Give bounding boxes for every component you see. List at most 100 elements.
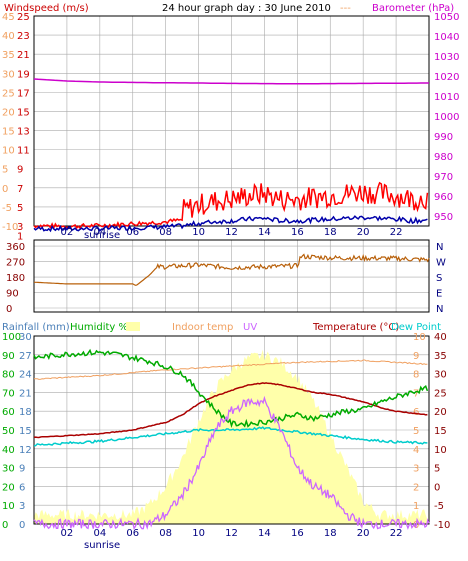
x-tick-label: 18	[324, 227, 337, 238]
direction-left-tick: 180	[6, 273, 25, 284]
barometer-tick: 1040	[434, 32, 459, 43]
compass-tick: E	[436, 289, 442, 300]
humidity-tick: 20	[2, 482, 15, 493]
wind-inner-tick: 11	[17, 146, 30, 157]
direction-panel-axis-labels: 360 N 270 W 180 S 90 E 0 N	[6, 242, 446, 315]
barometer-tick: 1030	[434, 52, 459, 63]
barometer-tick: 1010	[434, 92, 459, 103]
windspeed-axis-title: Windspeed (m/s)	[4, 3, 89, 14]
humidity-tick: 70	[2, 388, 15, 399]
compass-tick: S	[436, 273, 442, 284]
x-tick-label: 04	[93, 227, 106, 238]
x-tick-label: 10	[192, 528, 205, 539]
wind-inner-tick: 13	[17, 127, 30, 138]
wind-inner-tick: 7	[17, 184, 23, 195]
x-tick-label: 02	[61, 528, 74, 539]
compass-tick: N	[436, 304, 443, 315]
uv-tick: 8	[413, 370, 419, 381]
humidity-legend: Humidity %	[70, 322, 128, 333]
temperature-tick: 35	[434, 351, 447, 362]
x-tick-label: 04	[93, 528, 106, 539]
uv-tick: 6	[413, 407, 419, 418]
rainfall-tick: 12	[19, 445, 32, 456]
temperature-tick: 10	[434, 445, 447, 456]
x-tick-label: 16	[291, 227, 304, 238]
temperature-tick: 30	[434, 370, 447, 381]
barometer-tick: 1020	[434, 72, 459, 83]
wind-inner-tick: 25	[17, 12, 30, 23]
sunrise-label-bottom: sunrise	[84, 540, 120, 551]
x-tick-label: 12	[225, 227, 238, 238]
barometer-tick: 960	[434, 192, 453, 203]
wind-left-tick: 45	[2, 12, 15, 23]
indoor-temp-legend: Indoor temp	[172, 322, 233, 333]
barometer-tick: 980	[434, 152, 453, 163]
humidity-tick: 0	[2, 520, 8, 531]
humidity-tick: 30	[2, 464, 15, 475]
compass-tick: W	[436, 258, 446, 269]
wind-left-tick: 0	[2, 184, 8, 195]
rainfall-tick: 9	[19, 464, 25, 475]
barometer-line	[33, 78, 429, 85]
humidity-line	[33, 348, 429, 429]
indoor-temp-line	[33, 359, 428, 380]
temperature-legend: Temperature (°C)	[312, 322, 399, 333]
wind-inner-tick: 3	[17, 222, 23, 233]
wind-panel-frame	[33, 15, 430, 227]
wind-inner-tick: 9	[17, 165, 23, 176]
x-tick-label: 06	[126, 227, 139, 238]
header-dash: ---	[340, 3, 351, 14]
wind-inner-tick: 15	[17, 107, 30, 118]
x-tick-label: 14	[258, 227, 271, 238]
temperature-tick: 25	[434, 388, 447, 399]
x-tick-label: 02	[61, 227, 74, 238]
solar-radiation-area	[34, 349, 429, 524]
humidity-tick: 40	[2, 445, 15, 456]
rainfall-tick: 0	[19, 520, 25, 531]
rainfall-tick: 24	[19, 370, 32, 381]
bottom-panel-x-ticks: 02 04 06 08 10 12 14 16 18 20 22	[61, 528, 403, 539]
x-tick-label: 16	[291, 528, 304, 539]
x-tick-label: 10	[192, 227, 205, 238]
rainfall-tick: 27	[19, 351, 32, 362]
wind-left-tick: -10	[2, 222, 18, 233]
wind-left-tick: 25	[2, 88, 15, 99]
wind-inner-tick: 21	[17, 50, 30, 61]
uv-legend: UV	[243, 322, 257, 333]
temperature-tick: 20	[434, 407, 447, 418]
solar-legend-swatch	[126, 322, 140, 331]
direction-left-tick: 360	[6, 242, 25, 253]
x-tick-label: 14	[258, 528, 271, 539]
rainfall-legend: Rainfall (mm)	[2, 322, 70, 333]
chart-title: 24 hour graph day : 30 June 2010	[162, 3, 331, 14]
uv-line	[33, 395, 430, 530]
temperature-tick: 5	[434, 464, 440, 475]
temperature-line	[33, 382, 428, 439]
wind-left-tick: 15	[2, 127, 15, 138]
wind-panel-x-ticks: 02 04 06 08 10 12 14 16 18 20 22	[61, 227, 403, 238]
direction-panel-frame	[33, 239, 430, 313]
x-tick-label: 08	[159, 227, 172, 238]
wind-left-tick: 40	[2, 31, 15, 42]
wind-inner-tick: 23	[17, 31, 30, 42]
wind-direction-line	[33, 253, 430, 286]
wind-left-tick: 5	[2, 165, 8, 176]
temperature-tick: -5	[434, 501, 444, 512]
x-tick-label: 20	[357, 528, 370, 539]
x-tick-label: 06	[126, 528, 139, 539]
wind-left-tick: 10	[2, 146, 15, 157]
humidity-tick: 60	[2, 407, 15, 418]
direction-left-tick: 270	[6, 258, 25, 269]
wind-gust-line	[33, 181, 429, 230]
humidity-tick: 10	[2, 501, 15, 512]
uv-tick: 4	[413, 445, 419, 456]
wind-left-tick: 35	[2, 50, 15, 61]
direction-panel-grid	[33, 240, 430, 312]
barometer-tick: 970	[434, 172, 453, 183]
sunrise-label-top: sunrise	[84, 230, 120, 241]
uv-tick: 3	[413, 464, 419, 475]
